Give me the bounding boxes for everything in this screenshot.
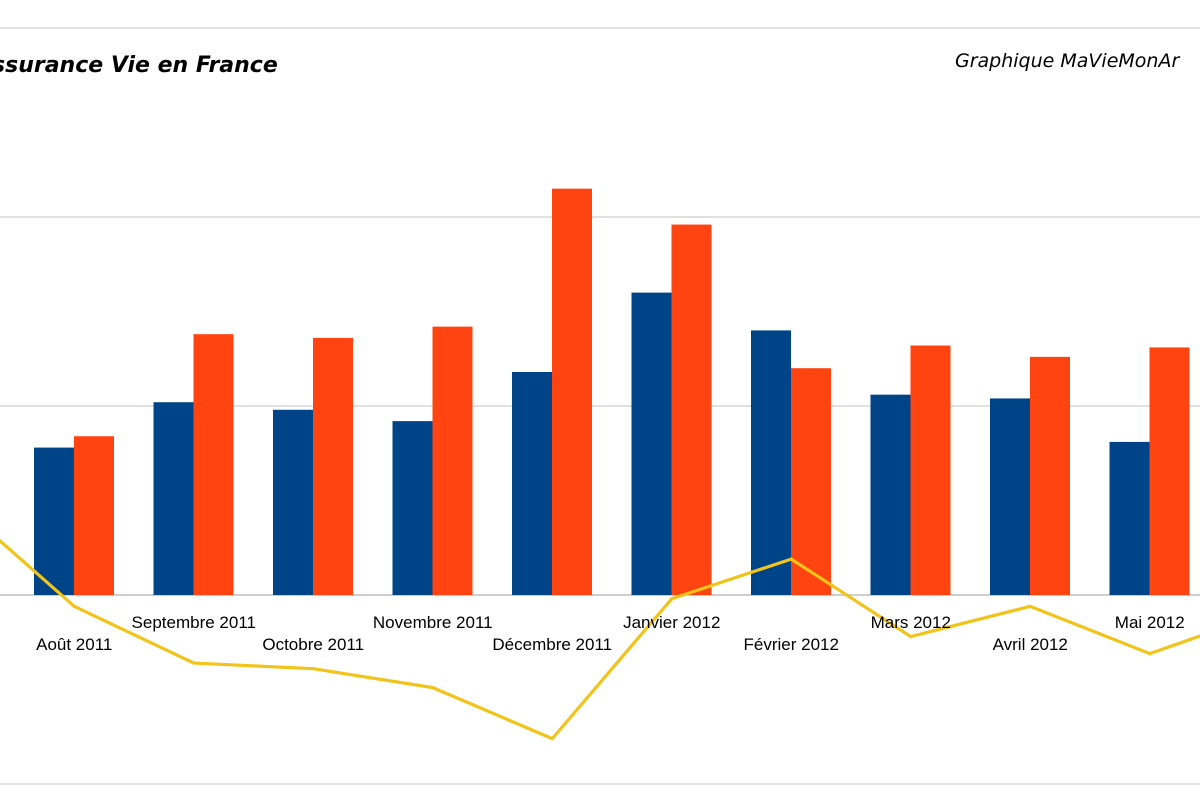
line-point [789,557,793,561]
x-tick-label: Janvier 2012 [623,613,720,632]
bar-orange [552,188,592,595]
line-series-path [0,538,1200,741]
line-point [1148,651,1152,656]
line-point [72,604,76,608]
bar-orange [1030,356,1070,595]
bar-blue [34,447,74,595]
line-point [909,634,913,639]
x-tick-label: Décembre 2011 [492,635,612,654]
bar-blue [1109,441,1150,595]
x-tick-label: Septembre 2011 [132,613,256,632]
chart-title: ssurance Vie en France [0,53,278,78]
x-tick-label: Octobre 2011 [262,635,364,654]
bar-blue [990,398,1030,595]
bar-orange [910,345,951,595]
x-tick-label: Août 2011 [36,635,112,654]
bar-orange [671,224,712,595]
line-point [431,686,435,690]
line-point [550,737,554,741]
bar-orange [193,334,234,595]
x-tick-label: Avril 2012 [993,635,1068,654]
line-point [670,597,674,601]
bar-orange [1149,347,1190,595]
x-tick-label: Novembre 2011 [373,613,493,632]
bar-blue [153,402,194,595]
line-point [311,667,315,671]
line-point [1028,604,1032,608]
bar-blue [751,330,791,595]
bar-orange [74,436,114,595]
bar-blue [512,371,552,595]
x-tick-label: Mars 2012 [871,613,951,632]
bar-orange [432,326,473,595]
bar-blue [870,394,911,595]
bars [34,188,1190,595]
category-labels: Août 2011 Septembre 2011 Octobre 2011 Novem… [36,613,1185,654]
x-tick-label: Mai 2012 [1115,613,1185,632]
bar-blue [273,409,313,595]
line-point [192,661,196,665]
bar-blue [392,421,433,595]
bar-blue [631,292,672,595]
chart-source: Graphique MaVieMonAr [955,50,1180,72]
bar-orange [313,337,353,595]
bar-orange [791,368,831,595]
x-tick-label: Février 2012 [744,635,839,654]
line-series [0,538,1200,741]
